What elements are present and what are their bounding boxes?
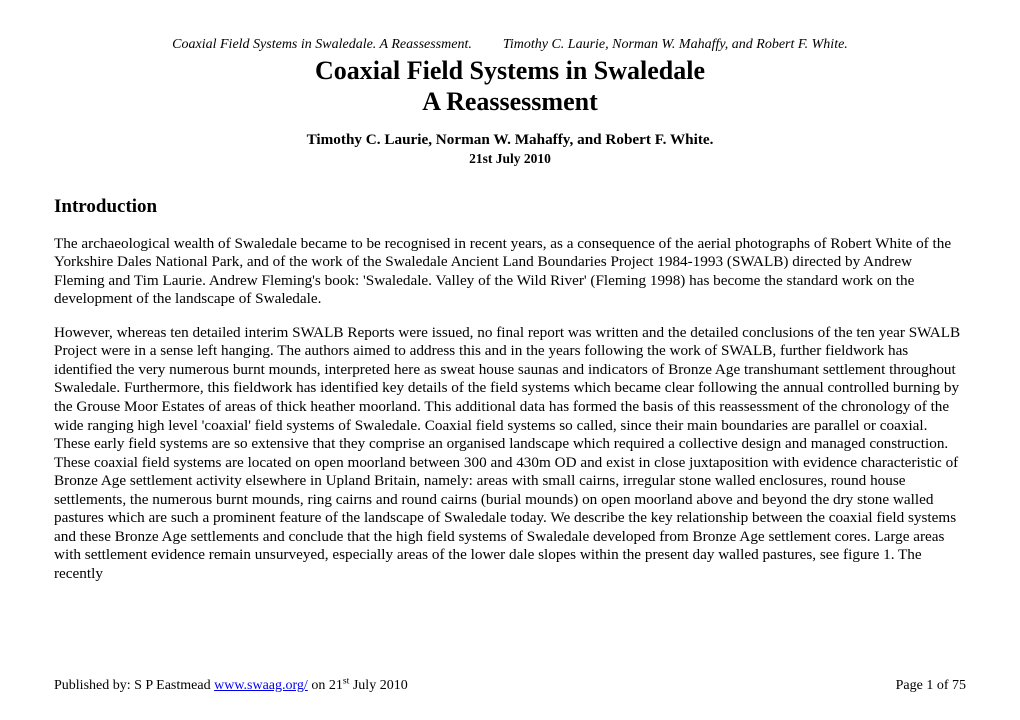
footer-link[interactable]: www.swaag.org/: [214, 678, 308, 693]
footer-page-number: Page 1 of 75: [896, 677, 966, 694]
title-line-1: Coaxial Field Systems in Swaledale: [315, 56, 705, 85]
page-title: Coaxial Field Systems in Swaledale A Rea…: [54, 55, 966, 117]
footer-published: Published by: S P Eastmead www.swaag.org…: [54, 677, 408, 694]
body-paragraph-1: The archaeological wealth of Swaledale b…: [54, 235, 966, 309]
running-header-left: Coaxial Field Systems in Swaledale. A Re…: [172, 37, 472, 52]
running-header-right: Timothy C. Laurie, Norman W. Mahaffy, an…: [503, 37, 848, 52]
body-paragraph-2: However, whereas ten detailed interim SW…: [54, 324, 966, 584]
page-footer: Published by: S P Eastmead www.swaag.org…: [54, 677, 966, 694]
date-line: 21st July 2010: [54, 151, 966, 167]
authors-line: Timothy C. Laurie, Norman W. Mahaffy, an…: [54, 131, 966, 150]
section-heading-introduction: Introduction: [54, 195, 966, 218]
title-line-2: A Reassessment: [422, 87, 598, 116]
running-header: Coaxial Field Systems in Swaledale. A Re…: [54, 36, 966, 53]
